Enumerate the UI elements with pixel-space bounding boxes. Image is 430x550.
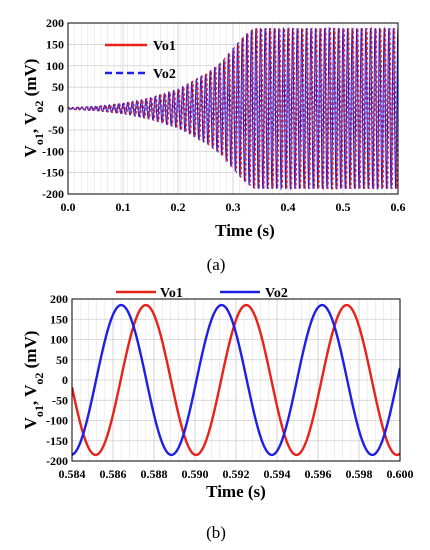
panel-a-x-tick-labels: 0.0 0.1 0.2 0.3 0.4 0.5 0.6 [61, 200, 406, 214]
panel-b-plot-frame [71, 298, 401, 462]
panel-b-label: (b) [206, 523, 226, 542]
panel-b-y-tick-label: 200 [50, 292, 68, 306]
panel-a-plot-frame [67, 22, 399, 195]
panel-b-x-tick-label: 0.600 [387, 467, 414, 481]
panel-a-y-tick-label: 100 [46, 59, 64, 73]
panel-b-x-tick-labels: 0.584 0.586 0.588 0.590 0.592 0.594 0.596 0.598… [59, 467, 414, 481]
panel-a-x-tick-label: 0.2 [171, 200, 186, 214]
panel-b-y-label-sep: , V [21, 384, 40, 405]
panel-a-y-tick-label: 50 [52, 80, 64, 94]
panel-a-y-label-sub2: o2 [32, 101, 46, 113]
panel-a-y-tick-label: -100 [42, 144, 64, 158]
panel-b-y-tick-labels: -200 -150 -100 -50 0 50 100 150 200 [46, 292, 68, 468]
panel-a-x-axis-label: Time (s) [215, 221, 275, 240]
panel-a-x-tick-label: 0.0 [61, 200, 76, 214]
panel-a-y-tick-label: 150 [46, 37, 64, 51]
panel-b-legend-label-vo2: Vo2 [265, 286, 288, 301]
panel-b-x-tick-label: 0.586 [100, 467, 127, 481]
panel-b-y-tick-label: -200 [46, 454, 68, 468]
panel-b-y-tick-label: 100 [50, 333, 68, 347]
panel-a-series-vo2-line [68, 26, 398, 191]
panel-b-y-tick-label: -50 [52, 393, 68, 407]
panel-a-y-label-sub1: o1 [32, 133, 46, 145]
panel-a-legend: Vo1 Vo2 [105, 39, 176, 82]
panel-b-y-tick-label: 150 [50, 312, 68, 326]
panel-b-y-tick-label: -150 [46, 434, 68, 448]
panel-b-y-tick-label: 0 [62, 373, 68, 387]
panel-b-x-tick-label: 0.584 [59, 467, 86, 481]
panel-a-chart: -200 -150 -100 -50 0 50 100 150 200 0.0 0.1 0.2 0.3… [21, 16, 406, 274]
panel-a-y-tick-label: 0 [58, 102, 64, 116]
panel-b-series-vo2-line [72, 303, 400, 457]
panel-b-x-tick-label: 0.594 [264, 467, 291, 481]
panel-a-y-axis-label: Vo1, Vo2 (mV) [21, 59, 46, 158]
panel-b-series [72, 303, 400, 457]
panel-a-y-tick-label: -200 [42, 187, 64, 201]
panel-a-series [68, 26, 398, 191]
panel-a-y-tick-labels: -200 -150 -100 -50 0 50 100 150 200 [42, 16, 64, 201]
panel-a-x-tick-label: 0.4 [281, 200, 296, 214]
panel-b-y-label-v1: V [21, 416, 40, 429]
panel-a-y-tick-label: -50 [48, 123, 64, 137]
panel-a-y-tick-label: 200 [46, 16, 64, 30]
panel-b-x-tick-label: 0.598 [346, 467, 373, 481]
panel-b-x-tick-label: 0.590 [182, 467, 209, 481]
panel-a-y-tick-label: -150 [42, 166, 64, 180]
panel-b-y-tick-label: -100 [46, 414, 68, 428]
panel-a-legend-label-vo2: Vo2 [153, 67, 176, 82]
panel-a-y-label-sep: , V [21, 112, 40, 133]
panel-b-y-axis-label: Vo1, Vo2 (mV) [21, 331, 46, 430]
panel-a-x-tick-label: 0.6 [391, 200, 406, 214]
panel-b-x-axis-label: Time (s) [206, 482, 266, 501]
panel-b-x-tick-label: 0.596 [305, 467, 332, 481]
panel-b-y-label-sub2: o2 [32, 373, 46, 385]
panel-b-y-label-unit: (mV) [21, 331, 40, 373]
panel-a-legend-label-vo1: Vo1 [153, 39, 176, 54]
panel-b-y-tick-label: 50 [56, 353, 68, 367]
panel-a-y-label-unit: (mV) [21, 59, 40, 101]
panel-b-series-vo1-line [72, 303, 400, 457]
panel-a-series-vo1-line [68, 26, 398, 191]
panel-b-x-tick-label: 0.592 [223, 467, 250, 481]
panel-b-x-tick-label: 0.588 [141, 467, 168, 481]
panel-a-x-tick-label: 0.1 [116, 200, 131, 214]
panel-a-x-tick-label: 0.3 [226, 200, 241, 214]
panel-b-legend-label-vo1: Vo1 [160, 286, 183, 301]
panel-b-y-label-sub1: o1 [32, 405, 46, 417]
panel-a-label: (a) [207, 255, 226, 274]
panel-a-x-tick-label: 0.5 [336, 200, 351, 214]
panel-a-y-label-v1: V [21, 144, 40, 157]
panel-b-legend: Vo1 Vo2 [116, 286, 288, 301]
